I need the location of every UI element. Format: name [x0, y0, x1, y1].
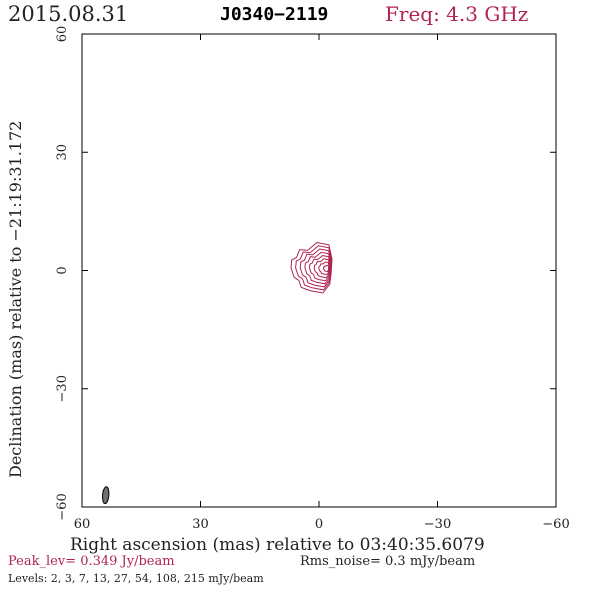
source-name: J0340−2119 — [220, 4, 329, 25]
y-tick-label: −30 — [55, 375, 70, 402]
x-tick-label: 0 — [315, 517, 323, 532]
contour-level — [313, 258, 331, 279]
contour-level — [318, 261, 330, 276]
epoch-date: 2015.08.31 — [8, 2, 129, 26]
plot-frame — [81, 33, 557, 508]
frequency-label: Freq: 4.3 GHz — [385, 2, 529, 26]
y-tick-label: 60 — [55, 26, 70, 43]
x-tick-label: −30 — [424, 517, 451, 532]
x-tick-label: 30 — [192, 517, 209, 532]
contour-level — [295, 245, 333, 291]
peak-level: Peak_lev= 0.349 Jy/beam — [8, 554, 175, 569]
y-axis-label: Declination (mas) relative to −21:19:31.… — [6, 120, 25, 478]
contour-levels: Levels: 2, 3, 7, 13, 27, 54, 108, 215 mJ… — [8, 572, 264, 585]
beam-ellipse — [101, 486, 110, 505]
x-tick-label: 60 — [74, 517, 91, 532]
contour-level — [322, 264, 330, 273]
y-tick-label: −60 — [55, 493, 70, 520]
rms-noise: Rms_noise= 0.3 mJy/beam — [300, 554, 476, 569]
y-tick-label: 30 — [55, 144, 70, 161]
x-axis-label: Right ascension (mas) relative to 03:40:… — [70, 535, 485, 555]
x-tick-label: −60 — [542, 517, 569, 532]
y-tick-label: 0 — [55, 266, 70, 274]
